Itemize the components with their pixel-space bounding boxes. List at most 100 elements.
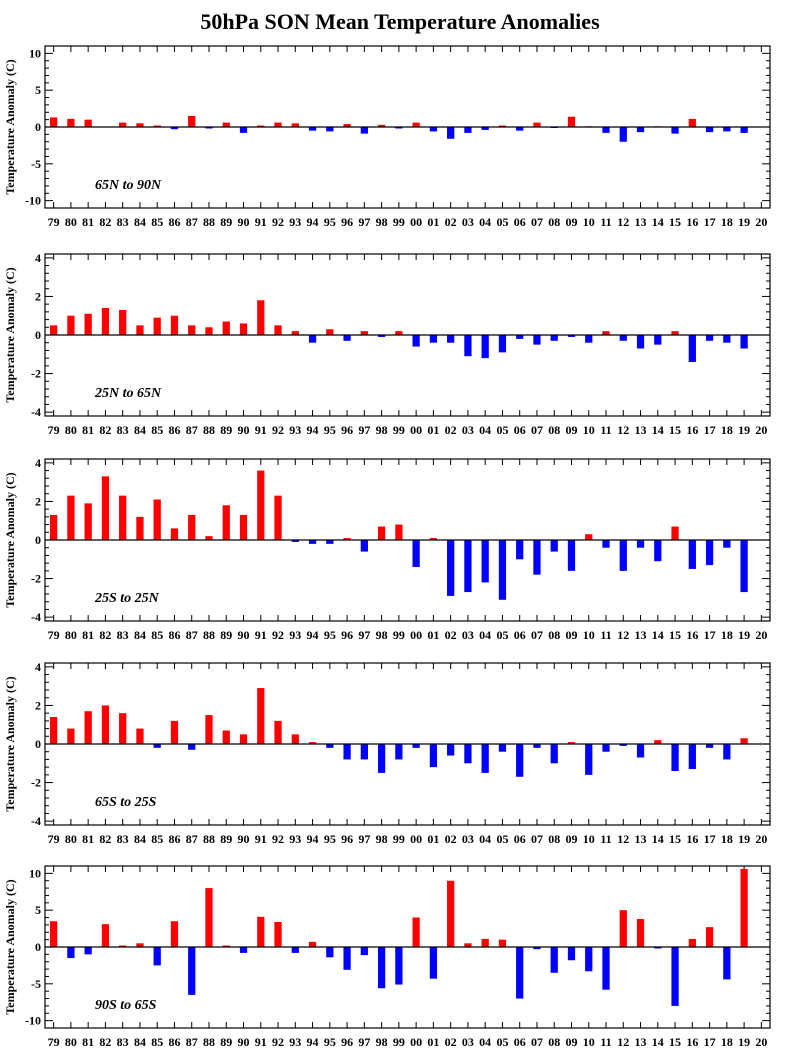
y-tick-label: 0 [35,328,41,342]
bar-06 [516,540,524,560]
bar-02 [447,744,455,756]
bar-03 [464,540,472,593]
x-tick-label: 79 [48,628,60,642]
bar-02 [447,127,455,139]
bar-92 [274,720,282,744]
bar-93 [291,331,299,335]
region-label: 25S to 25N [94,591,160,606]
x-tick-label: 02 [445,832,457,846]
x-tick-label: 99 [393,1035,405,1049]
bar-01 [429,335,438,343]
x-tick-label: 82 [99,1035,111,1049]
x-tick-label: 96 [341,832,353,846]
x-tick-label: 95 [324,423,336,437]
bar-00 [412,122,420,127]
x-tick-label: 96 [341,215,353,229]
x-tick-label: 07 [531,423,543,437]
x-tick-label: 07 [531,628,543,642]
bar-09 [567,540,576,571]
x-tick-label: 05 [496,423,508,437]
bar-12 [619,540,627,571]
x-tick-label: 90 [238,423,250,437]
bar-09 [567,742,576,744]
x-tick-label: 06 [514,832,526,846]
bar-12 [619,335,627,341]
x-tick-label: 83 [117,628,129,642]
y-tick-label: 0 [35,120,41,134]
x-tick-label: 97 [358,832,370,846]
x-tick-label: 20 [755,832,767,846]
bar-10 [585,534,593,540]
x-tick-label: 03 [462,832,474,846]
x-tick-label: 12 [617,1035,629,1049]
bar-87 [188,325,196,335]
bar-17 [705,540,714,566]
bar-96 [343,744,351,760]
x-tick-label: 01 [427,1035,439,1049]
bar-83 [119,122,127,127]
bar-14 [654,947,662,949]
x-tick-label: 16 [686,423,698,437]
bar-89 [222,321,230,335]
x-tick-label: 09 [565,423,577,437]
bar-90 [239,947,248,953]
bar-80 [67,728,75,744]
x-tick-label: 90 [238,832,250,846]
bar-81 [84,119,92,127]
x-tick-label: 97 [358,215,370,229]
x-tick-label: 95 [324,628,336,642]
bar-91 [257,688,265,744]
x-tick-label: 18 [721,1035,733,1049]
bar-10 [585,947,593,972]
x-tick-label: 96 [341,628,353,642]
bar-88 [205,327,213,335]
bar-79 [50,717,58,744]
x-tick-label: 94 [307,628,319,642]
bar-81 [84,313,92,335]
bar-90 [239,734,248,744]
y-axis-title: Temperature Anomaly (C) [3,267,17,402]
x-tick-label: 82 [99,832,111,846]
bar-11 [602,331,610,335]
bar-15 [671,127,679,134]
bar-87 [188,514,196,540]
x-tick-label: 88 [203,1035,215,1049]
bar-98 [377,526,386,540]
bar-97 [360,744,368,760]
x-tick-label: 10 [583,215,595,229]
bar-84 [136,123,144,127]
bar-05 [498,335,507,353]
bar-82 [101,476,110,540]
x-tick-label: 15 [669,628,681,642]
y-tick-label: 10 [29,866,41,880]
bar-85 [153,125,161,127]
x-tick-label: 93 [289,628,301,642]
region-label: 65S to 25S [95,795,157,810]
x-tick-label: 02 [445,423,457,437]
bar-13 [636,540,645,548]
bar-04 [481,127,489,130]
x-tick-label: 10 [583,832,595,846]
bar-05 [498,540,507,600]
bar-11 [602,540,610,548]
x-tick-label: 13 [635,832,647,846]
y-tick-label: -2 [31,367,41,381]
x-tick-label: 86 [168,423,180,437]
bar-19 [740,540,748,593]
x-tick-label: 92 [272,423,284,437]
bar-86 [170,720,179,744]
bar-87 [188,744,196,750]
x-tick-label: 90 [238,215,250,229]
bar-92 [274,921,282,947]
x-tick-label: 08 [548,215,560,229]
bar-81 [84,503,92,540]
bar-16 [688,540,696,569]
x-tick-label: 81 [82,832,94,846]
y-tick-label: 2 [35,289,41,303]
x-tick-label: 88 [203,832,215,846]
bar-81 [84,711,92,744]
x-tick-label: 02 [445,215,457,229]
x-tick-label: 04 [479,628,491,642]
x-tick-label: 11 [600,215,611,229]
bar-09 [567,335,576,337]
